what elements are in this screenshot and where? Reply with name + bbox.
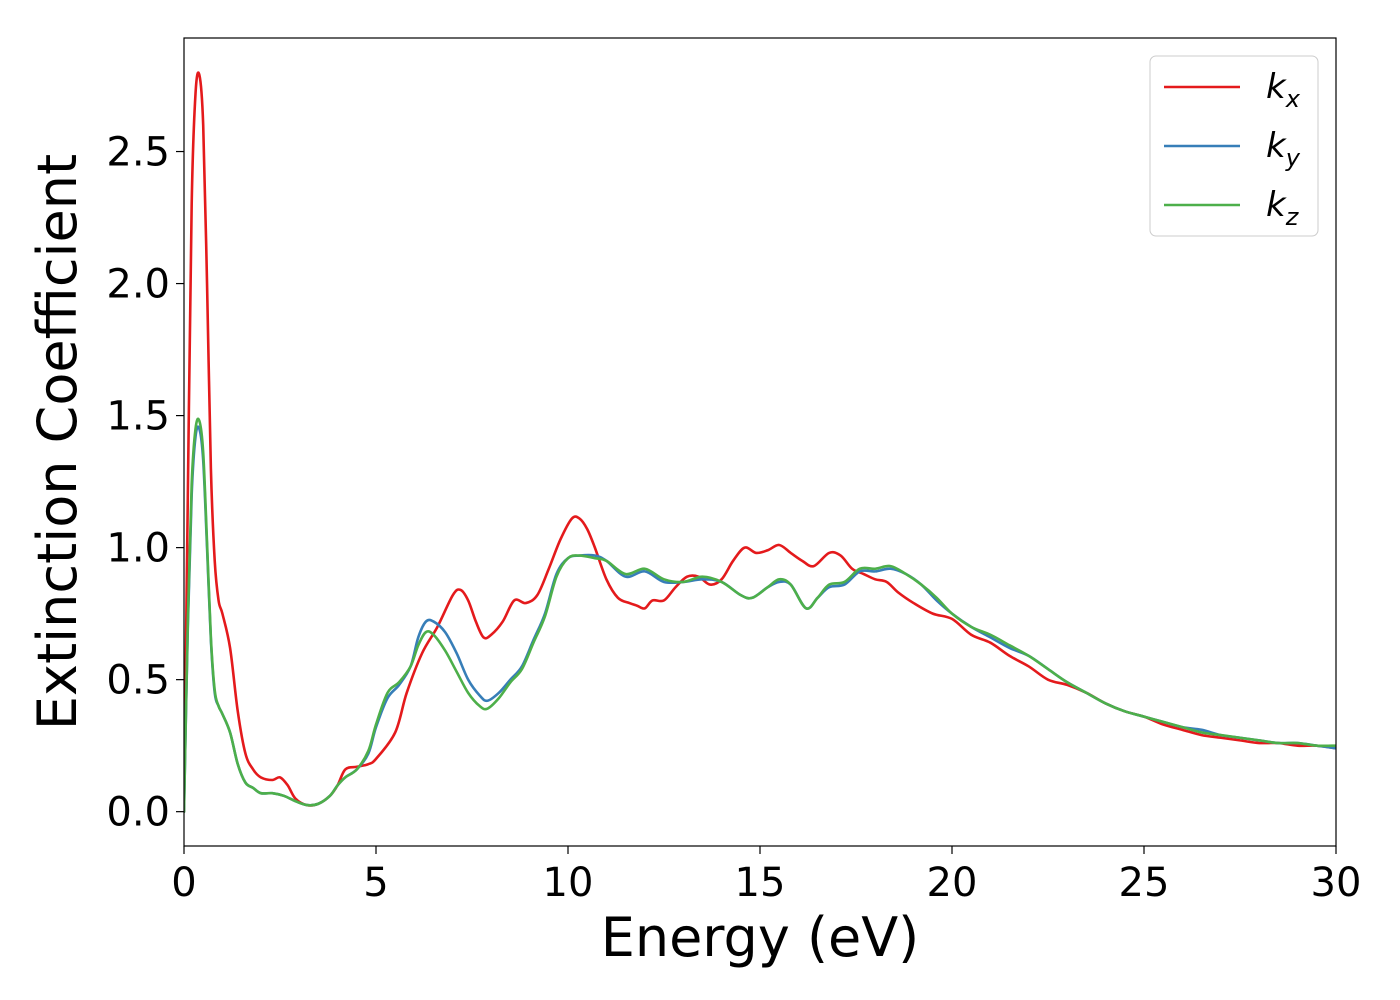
series-line-k-x bbox=[184, 71, 1336, 813]
x-tick-label: 15 bbox=[735, 860, 786, 906]
legend-label-base: k bbox=[1266, 67, 1287, 107]
legend-label-k-x: kx bbox=[1266, 67, 1301, 113]
series-line-k-z bbox=[184, 417, 1336, 813]
x-tick-label: 0 bbox=[171, 860, 196, 906]
legend-label-subscript: z bbox=[1285, 203, 1300, 231]
y-tick-label: 0.5 bbox=[106, 658, 170, 704]
y-tick-label: 1.5 bbox=[106, 394, 170, 440]
series-layer bbox=[184, 71, 1336, 813]
x-tick-label: 30 bbox=[1311, 860, 1362, 906]
legend-label-k-z: kz bbox=[1266, 185, 1300, 231]
legend-label-k-y: ky bbox=[1266, 126, 1301, 172]
y-axis-ticks: 0.0 0.5 1.0 1.5 2.0 2.5 bbox=[106, 130, 184, 836]
y-tick-label: 1.0 bbox=[106, 526, 170, 572]
x-axis-title: Energy (eV) bbox=[601, 906, 920, 969]
y-tick-label: 0.0 bbox=[106, 790, 170, 836]
legend-label-base: k bbox=[1266, 126, 1287, 166]
x-axis-ticks: 0 5 10 15 20 25 30 bbox=[171, 846, 1361, 906]
x-tick-label: 20 bbox=[927, 860, 978, 906]
y-tick-label: 2.0 bbox=[106, 262, 170, 308]
x-tick-label: 25 bbox=[1119, 860, 1170, 906]
legend-label-base: k bbox=[1266, 185, 1287, 225]
legend-label-subscript: y bbox=[1285, 144, 1301, 172]
legend-label-subscript: x bbox=[1285, 85, 1301, 113]
x-tick-label: 10 bbox=[543, 860, 594, 906]
y-tick-label: 2.5 bbox=[106, 130, 170, 176]
y-axis-title: Extinction Coefficient bbox=[26, 154, 89, 730]
x-tick-label: 5 bbox=[363, 860, 388, 906]
